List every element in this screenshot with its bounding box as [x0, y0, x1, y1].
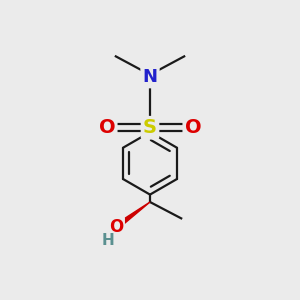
Text: N: N — [142, 68, 158, 86]
Polygon shape — [114, 202, 150, 230]
Text: S: S — [143, 118, 157, 137]
Text: H: H — [102, 233, 115, 248]
Text: O: O — [99, 118, 115, 137]
Text: O: O — [185, 118, 201, 137]
Text: O: O — [109, 218, 123, 236]
